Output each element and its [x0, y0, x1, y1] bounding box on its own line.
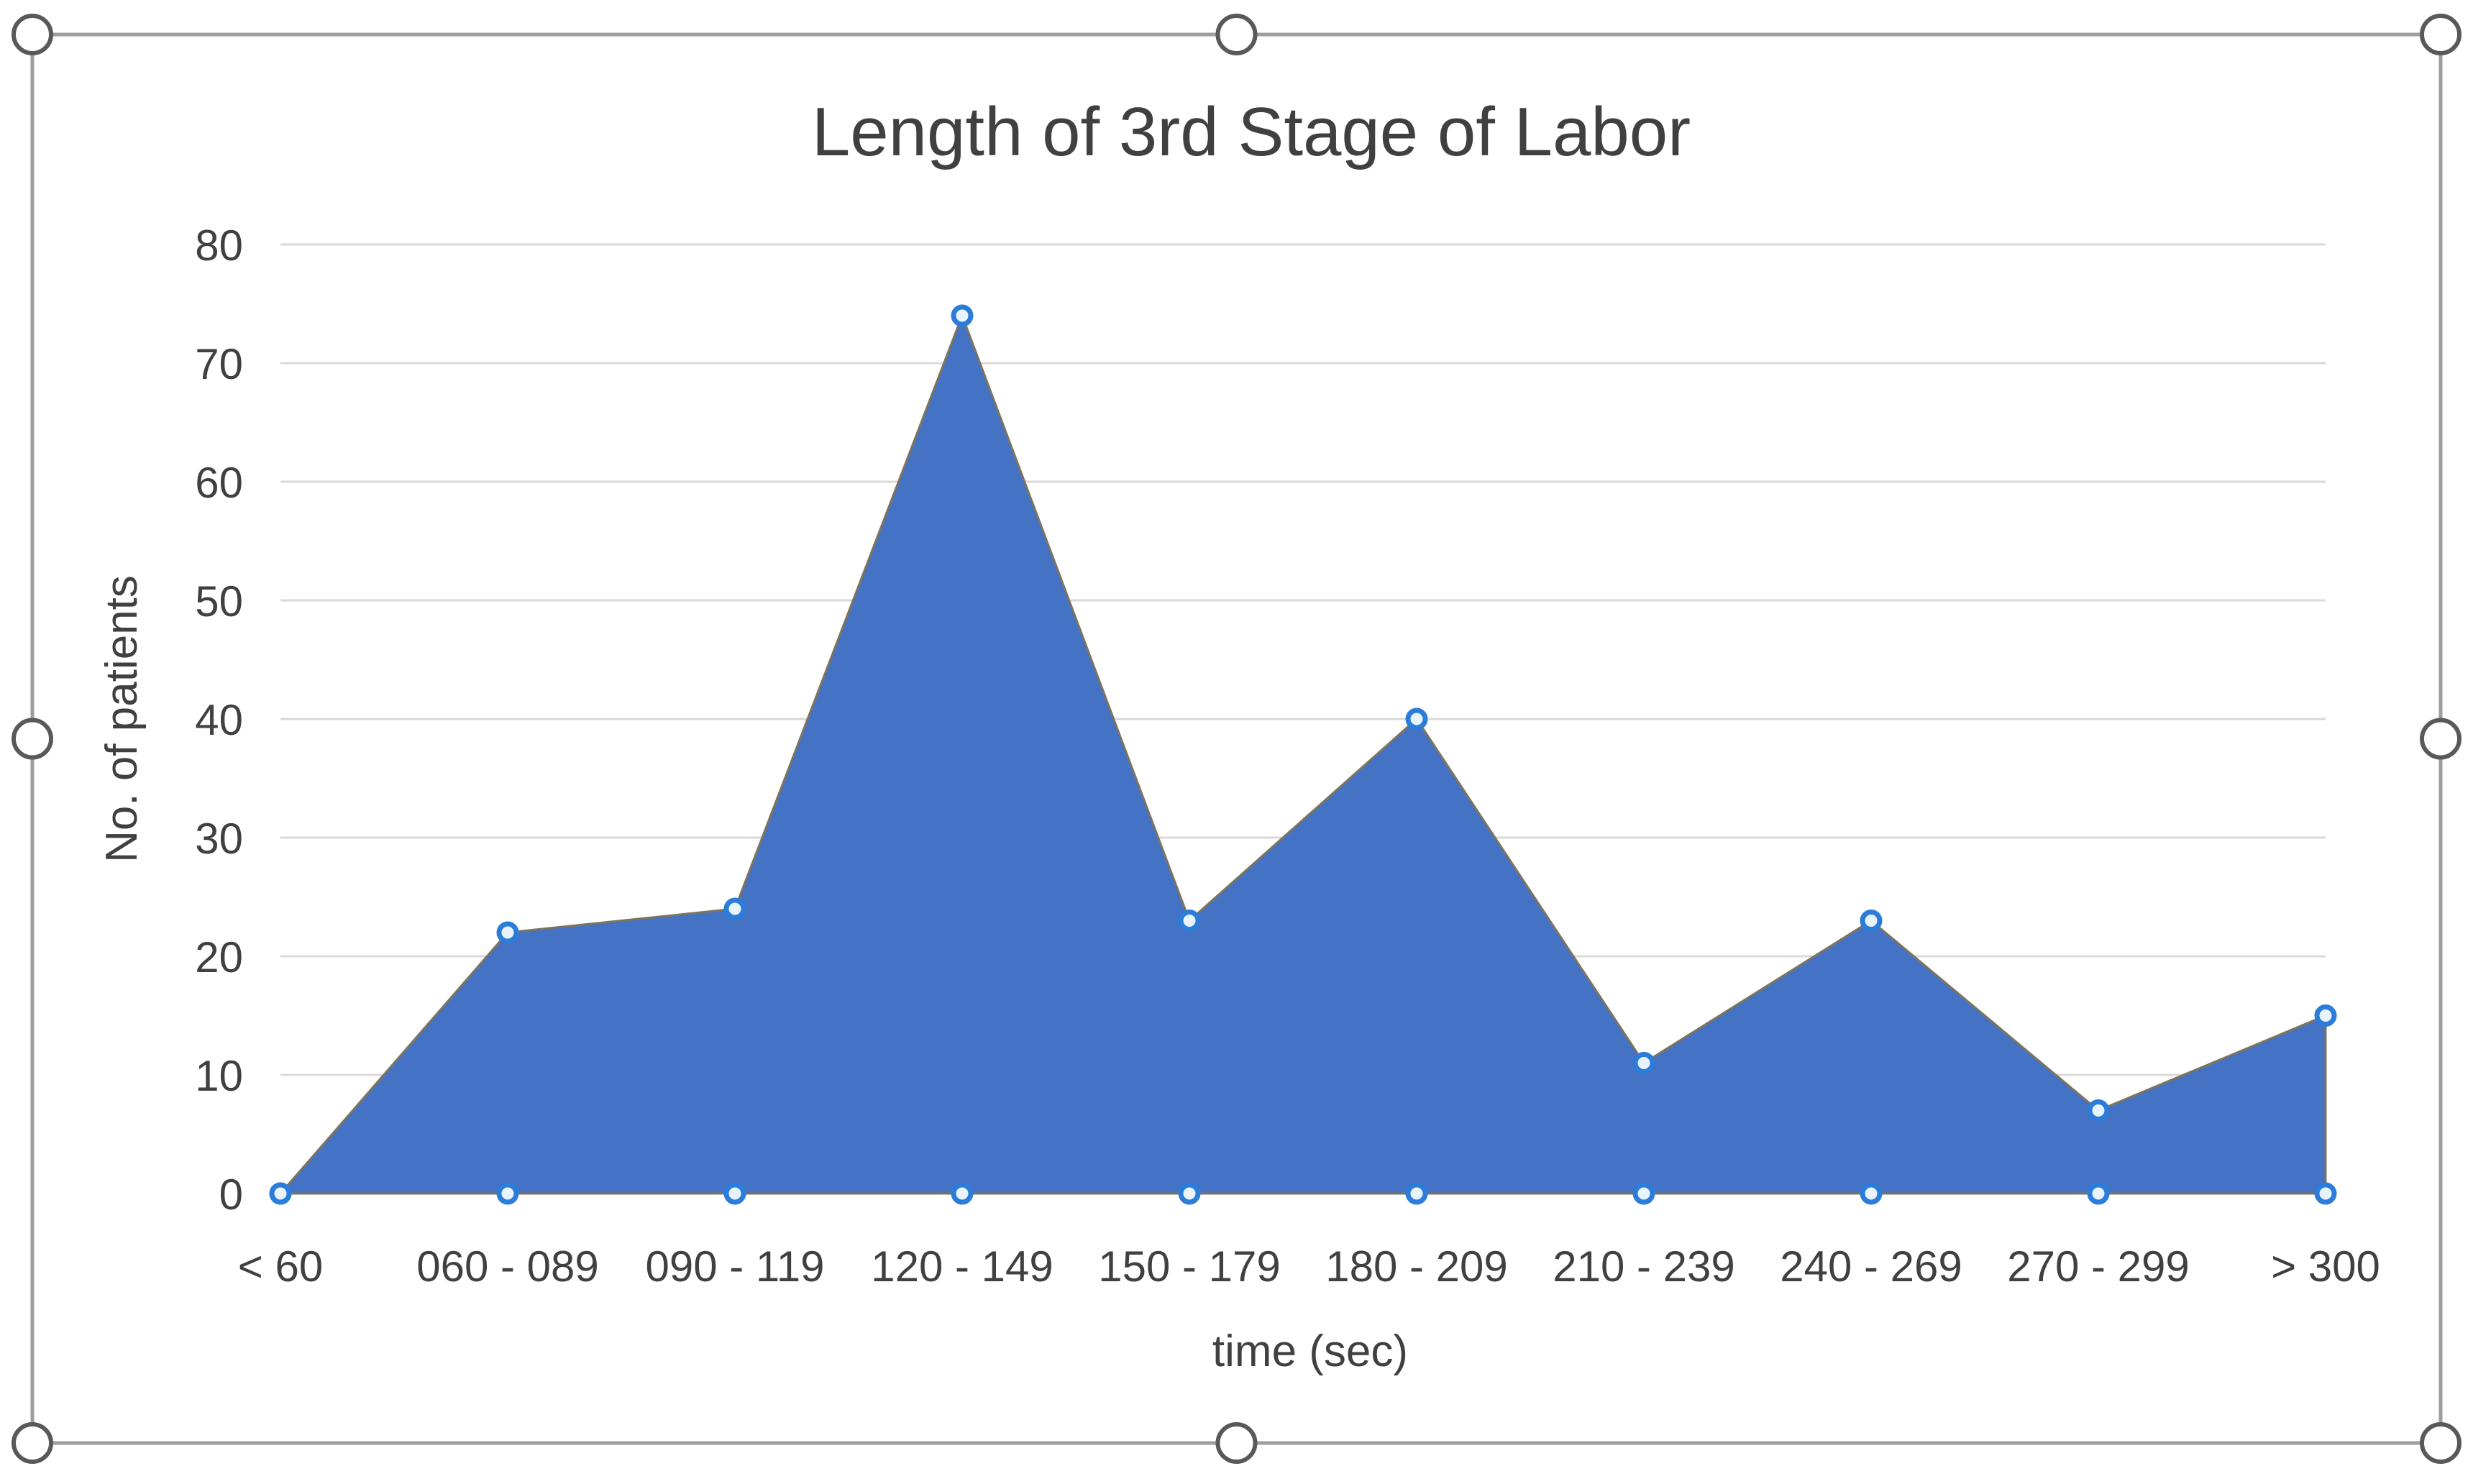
x-category-label: 270 - 299: [2007, 1242, 2190, 1291]
y-tick-label: 50: [195, 577, 243, 626]
data-point-marker: [1178, 910, 1201, 932]
x-category-label: 120 - 149: [871, 1242, 1053, 1291]
y-tick-label: 10: [195, 1052, 243, 1100]
y-tick-label: 30: [195, 815, 243, 863]
chart-title[interactable]: Length of 3rd Stage of Labor: [812, 93, 1691, 170]
y-tick-label: 70: [195, 340, 243, 388]
data-point-marker: [951, 304, 974, 327]
data-point-marker: [2314, 1004, 2337, 1027]
baseline-marker: [1405, 1182, 1428, 1205]
baseline-marker: [496, 1182, 519, 1205]
series-layer: [269, 304, 2337, 1205]
selection-handle-middle-right[interactable]: [2420, 718, 2461, 760]
selection-handle-bottom-center[interactable]: [1215, 1422, 1258, 1464]
y-tick-label: 20: [195, 933, 243, 981]
selection-handle-bottom-right[interactable]: [2420, 1422, 2461, 1464]
selection-handle-top-center[interactable]: [1215, 14, 1258, 55]
x-category-label: 060 - 089: [416, 1242, 599, 1291]
selection-frame: [30, 32, 2443, 1445]
selection-handle-top-right[interactable]: [2420, 14, 2461, 55]
data-point-marker: [1860, 910, 1883, 932]
x-category-label: 210 - 239: [1553, 1242, 1735, 1291]
area-series-patients[interactable]: [279, 314, 2327, 1195]
x-axis-title: time (sec): [1212, 1327, 1408, 1376]
baseline-marker: [1860, 1182, 1883, 1205]
selection-frame-layer: [12, 14, 2461, 1464]
selection-handle-top-left[interactable]: [12, 14, 53, 55]
x-category-label: 150 - 179: [1098, 1242, 1281, 1291]
baseline-marker: [2314, 1182, 2337, 1205]
y-tick-label: 0: [219, 1171, 243, 1219]
y-tick-label: 40: [195, 696, 243, 744]
y-tick-label: 80: [195, 221, 243, 270]
x-category-label: > 300: [2271, 1242, 2380, 1291]
data-point-marker: [269, 1182, 292, 1205]
data-point-marker: [2087, 1099, 2110, 1122]
baseline-marker: [1178, 1182, 1201, 1205]
baseline-marker: [2087, 1182, 2110, 1205]
baseline-marker: [723, 1182, 746, 1205]
selection-handle-middle-left[interactable]: [12, 718, 53, 760]
axis-label-layer: 0 10 20 30 40 50 60 70 80 < 60 060 - 089 090 - 119 1…: [195, 221, 2380, 1291]
baseline-marker: [1632, 1182, 1655, 1205]
selection-handle-bottom-left[interactable]: [12, 1422, 53, 1464]
baseline-marker: [951, 1182, 974, 1205]
data-point-marker: [723, 897, 746, 920]
data-point-marker: [1405, 707, 1428, 730]
y-tick-label: 60: [195, 459, 243, 507]
data-point-marker: [1632, 1052, 1655, 1074]
data-point-marker: [496, 921, 519, 944]
x-category-label: < 60: [238, 1242, 323, 1291]
x-category-label: 180 - 209: [1325, 1242, 1508, 1291]
y-axis-title: No. of patients: [97, 575, 147, 863]
x-category-label: 240 - 269: [1780, 1242, 1962, 1291]
x-category-label: 090 - 119: [645, 1242, 824, 1291]
